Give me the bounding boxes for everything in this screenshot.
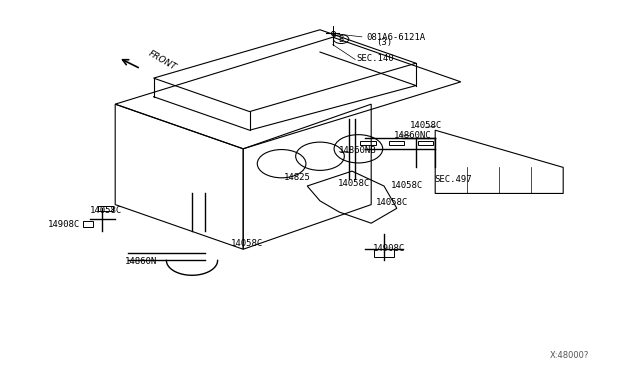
Text: 14058C: 14058C — [390, 181, 422, 190]
Text: 14058C: 14058C — [410, 121, 442, 130]
Text: 081A6-6121A: 081A6-6121A — [367, 33, 426, 42]
Bar — [83, 221, 93, 227]
Text: 14058C: 14058C — [338, 179, 370, 188]
Text: 14058C: 14058C — [230, 238, 262, 247]
Text: 14908C: 14908C — [372, 244, 404, 253]
Text: B: B — [339, 35, 344, 44]
Bar — [418, 141, 433, 145]
Bar — [360, 141, 376, 145]
Text: 14058C: 14058C — [90, 206, 122, 215]
Text: 14860NB: 14860NB — [339, 146, 377, 155]
Text: 14825: 14825 — [284, 173, 310, 182]
Text: FRONT: FRONT — [147, 49, 179, 72]
Text: 14860NC: 14860NC — [394, 131, 431, 140]
Text: SEC.140: SEC.140 — [356, 54, 394, 62]
Text: 14860N: 14860N — [125, 257, 157, 266]
Text: 14058C: 14058C — [376, 198, 408, 206]
Text: 14908C: 14908C — [48, 220, 80, 229]
Text: SEC.497: SEC.497 — [434, 175, 472, 184]
Text: X:48000?: X:48000? — [549, 351, 589, 360]
Bar — [98, 206, 113, 211]
Bar — [374, 249, 394, 257]
Text: (3): (3) — [376, 38, 392, 47]
Bar — [389, 141, 404, 145]
